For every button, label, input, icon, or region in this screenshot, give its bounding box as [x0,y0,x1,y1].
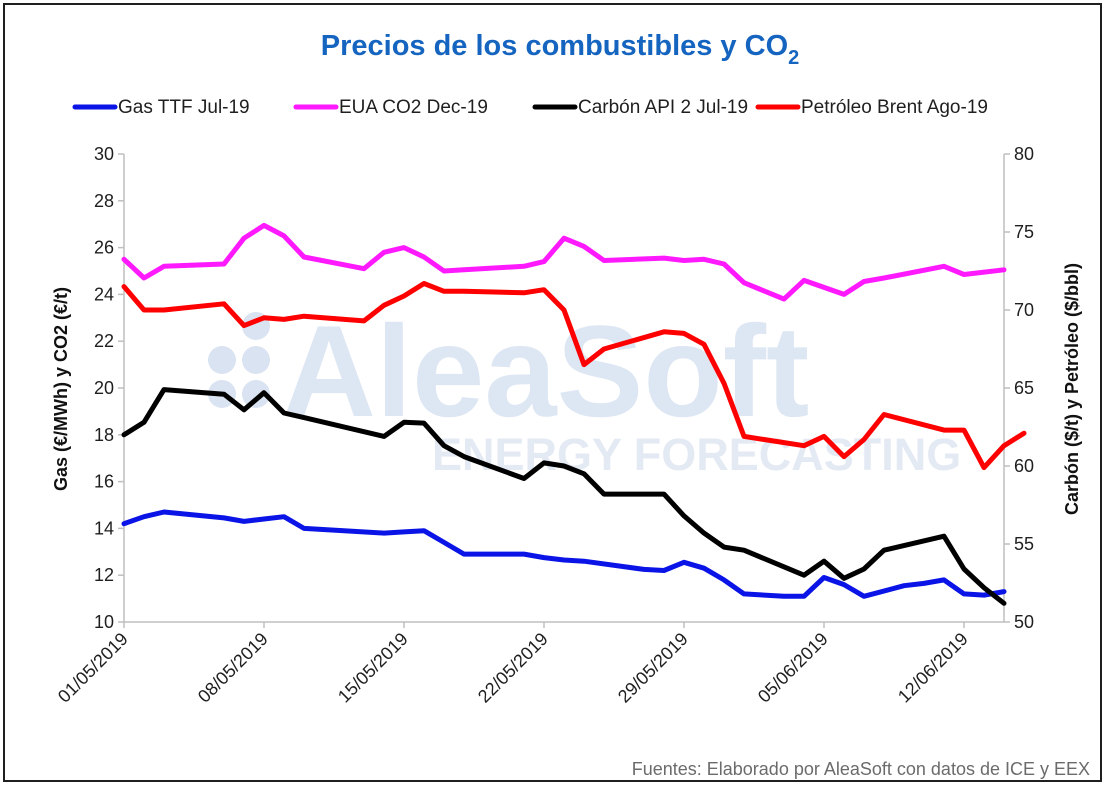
left-tick-label: 24 [94,284,114,304]
chart-title-main: Precios de los combustibles y CO [321,30,788,62]
right-tick-label: 65 [1014,378,1034,398]
left-tick-label: 14 [94,518,114,538]
series-line-1 [121,222,1007,302]
x-axis-tick-labels: 01/05/2019 08/05/2019 15/05/2019 22/05/2019… [54,629,972,707]
series-line-0 [121,509,1007,599]
left-tick-label: 16 [94,472,114,492]
right-tick-label: 70 [1014,300,1034,320]
chart-title-subscript: 2 [788,47,799,69]
left-tick-label: 22 [94,331,114,351]
legend-label: Gas TTF Jul-19 [118,97,250,118]
x-tick-label: 08/05/2019 [194,629,272,707]
series-line-2 [121,387,1007,606]
right-axis-title: Carbón ($/t) y Petróleo ($/bbl) [1062,263,1082,515]
left-tick-label: 10 [94,612,114,632]
watermark-brand: AleaSoft [282,298,809,444]
series-line-3 [121,281,1027,471]
x-tick-label: 01/05/2019 [54,629,132,707]
right-tick-label: 80 [1014,144,1034,164]
legend: Gas TTF Jul-19 EUA CO2 Dec-19 Carbón API 2… [72,97,988,118]
legend-label: Petróleo Brent Ago-19 [801,97,988,118]
left-tick-label: 26 [94,238,114,258]
right-axis-tick-labels: 50 55 60 65 70 75 80 [1014,144,1034,632]
x-tick-label: 29/05/2019 [614,629,692,707]
left-tick-label: 28 [94,191,114,211]
left-tick-label: 12 [94,565,114,585]
watermark-tagline: ENERGY FORECASTING [432,429,961,480]
legend-label: EUA CO2 Dec-19 [339,97,488,118]
left-tick-label: 30 [94,144,114,164]
chart-title: Precios de los combustibles y CO2 [321,30,800,69]
left-axis-tick-labels: 10 12 14 16 18 20 22 24 26 28 30 [94,144,114,632]
legend-label: Carbón API 2 Jul-19 [578,97,748,118]
watermark-logo-dots [208,312,270,408]
right-tick-label: 75 [1014,222,1034,242]
x-tick-label: 12/06/2019 [894,629,972,707]
source-note: Fuentes: Elaborado por AleaSoft con dato… [632,759,1090,779]
left-tick-label: 20 [94,378,114,398]
series-group [121,222,1027,606]
x-tick-label: 05/06/2019 [754,629,832,707]
left-axis-title: Gas (€/MWh) y CO2 (€/t) [51,287,71,491]
left-tick-label: 18 [94,425,114,445]
x-tick-label: 15/05/2019 [334,629,412,707]
right-tick-label: 60 [1014,456,1034,476]
watermark: AleaSoft ENERGY FORECASTING [208,298,961,480]
right-tick-label: 50 [1014,612,1034,632]
right-tick-label: 55 [1014,534,1034,554]
x-tick-label: 22/05/2019 [474,629,552,707]
